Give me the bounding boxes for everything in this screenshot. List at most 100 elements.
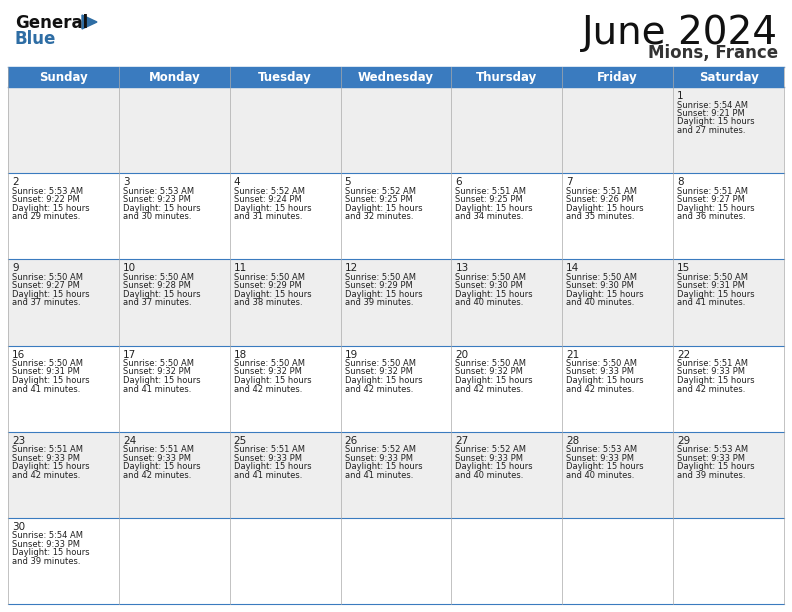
Text: Sunrise: 5:53 AM: Sunrise: 5:53 AM [12, 187, 83, 196]
Text: Sunrise: 5:50 AM: Sunrise: 5:50 AM [345, 359, 416, 368]
Text: Sunrise: 5:54 AM: Sunrise: 5:54 AM [677, 100, 748, 110]
Text: 27: 27 [455, 436, 469, 446]
Text: 14: 14 [566, 263, 580, 274]
Text: Sunset: 9:31 PM: Sunset: 9:31 PM [12, 367, 80, 376]
Text: Sunset: 9:33 PM: Sunset: 9:33 PM [455, 453, 524, 463]
Text: Daylight: 15 hours: Daylight: 15 hours [12, 290, 89, 299]
Text: Sunrise: 5:51 AM: Sunrise: 5:51 AM [123, 445, 194, 454]
Text: Sunset: 9:31 PM: Sunset: 9:31 PM [677, 282, 745, 290]
Text: Sunrise: 5:54 AM: Sunrise: 5:54 AM [12, 531, 83, 540]
Text: and 32 minutes.: and 32 minutes. [345, 212, 413, 221]
Text: and 37 minutes.: and 37 minutes. [12, 298, 81, 307]
Text: 4: 4 [234, 177, 240, 187]
Text: 23: 23 [12, 436, 25, 446]
Text: Sunrise: 5:50 AM: Sunrise: 5:50 AM [123, 359, 194, 368]
Bar [8, 173, 784, 259]
Text: Sunrise: 5:50 AM: Sunrise: 5:50 AM [345, 273, 416, 282]
Text: Sunset: 9:33 PM: Sunset: 9:33 PM [677, 367, 745, 376]
Text: Sunset: 9:33 PM: Sunset: 9:33 PM [345, 453, 413, 463]
Text: Daylight: 15 hours: Daylight: 15 hours [123, 462, 200, 471]
Text: Mions, France: Mions, France [648, 44, 778, 62]
Text: 5: 5 [345, 177, 351, 187]
Text: Daylight: 15 hours: Daylight: 15 hours [455, 204, 533, 212]
Text: Blue: Blue [15, 30, 56, 48]
Bar [8, 431, 784, 518]
Text: Sunrise: 5:50 AM: Sunrise: 5:50 AM [455, 359, 527, 368]
Text: Sunset: 9:30 PM: Sunset: 9:30 PM [566, 282, 634, 290]
Text: 19: 19 [345, 349, 358, 359]
Text: 22: 22 [677, 349, 691, 359]
Text: Sunset: 9:32 PM: Sunset: 9:32 PM [455, 367, 524, 376]
Text: Sunrise: 5:52 AM: Sunrise: 5:52 AM [455, 445, 527, 454]
Text: Daylight: 15 hours: Daylight: 15 hours [566, 290, 644, 299]
Text: Sunset: 9:33 PM: Sunset: 9:33 PM [566, 367, 634, 376]
Text: Sunrise: 5:50 AM: Sunrise: 5:50 AM [234, 359, 305, 368]
Text: Daylight: 15 hours: Daylight: 15 hours [566, 462, 644, 471]
Text: Sunrise: 5:52 AM: Sunrise: 5:52 AM [234, 187, 305, 196]
Text: 24: 24 [123, 436, 136, 446]
Text: Sunset: 9:33 PM: Sunset: 9:33 PM [566, 453, 634, 463]
Text: Sunset: 9:33 PM: Sunset: 9:33 PM [677, 453, 745, 463]
Text: Sunset: 9:27 PM: Sunset: 9:27 PM [12, 282, 80, 290]
Text: and 27 minutes.: and 27 minutes. [677, 126, 745, 135]
Text: Sunrise: 5:50 AM: Sunrise: 5:50 AM [12, 359, 83, 368]
Text: Sunset: 9:23 PM: Sunset: 9:23 PM [123, 195, 191, 204]
Text: 7: 7 [566, 177, 573, 187]
Text: and 37 minutes.: and 37 minutes. [123, 298, 192, 307]
Text: and 29 minutes.: and 29 minutes. [12, 212, 80, 221]
Text: Sunset: 9:24 PM: Sunset: 9:24 PM [234, 195, 302, 204]
Text: Sunrise: 5:53 AM: Sunrise: 5:53 AM [566, 445, 638, 454]
Text: and 35 minutes.: and 35 minutes. [566, 212, 634, 221]
Text: Sunset: 9:30 PM: Sunset: 9:30 PM [455, 282, 524, 290]
Text: 2: 2 [12, 177, 19, 187]
Text: General: General [15, 14, 88, 32]
Text: Friday: Friday [597, 70, 638, 83]
Text: Sunset: 9:25 PM: Sunset: 9:25 PM [455, 195, 524, 204]
Text: 21: 21 [566, 349, 580, 359]
Text: Sunset: 9:26 PM: Sunset: 9:26 PM [566, 195, 634, 204]
Text: Sunrise: 5:51 AM: Sunrise: 5:51 AM [566, 187, 638, 196]
Text: Daylight: 15 hours: Daylight: 15 hours [345, 204, 422, 212]
Text: 18: 18 [234, 349, 247, 359]
Text: Daylight: 15 hours: Daylight: 15 hours [677, 204, 755, 212]
Text: Daylight: 15 hours: Daylight: 15 hours [12, 376, 89, 385]
Text: and 42 minutes.: and 42 minutes. [677, 384, 745, 394]
Text: 10: 10 [123, 263, 136, 274]
Text: and 41 minutes.: and 41 minutes. [123, 384, 191, 394]
Text: Sunrise: 5:53 AM: Sunrise: 5:53 AM [677, 445, 748, 454]
Text: Daylight: 15 hours: Daylight: 15 hours [123, 290, 200, 299]
Text: Daylight: 15 hours: Daylight: 15 hours [677, 290, 755, 299]
Text: Daylight: 15 hours: Daylight: 15 hours [12, 204, 89, 212]
Text: Sunrise: 5:51 AM: Sunrise: 5:51 AM [12, 445, 83, 454]
Text: Sunrise: 5:51 AM: Sunrise: 5:51 AM [677, 187, 748, 196]
Text: 20: 20 [455, 349, 469, 359]
Text: and 39 minutes.: and 39 minutes. [345, 298, 413, 307]
Text: Tuesday: Tuesday [258, 70, 312, 83]
Text: and 42 minutes.: and 42 minutes. [12, 471, 80, 480]
Text: Daylight: 15 hours: Daylight: 15 hours [677, 118, 755, 127]
Text: 26: 26 [345, 436, 358, 446]
Text: Sunset: 9:33 PM: Sunset: 9:33 PM [12, 453, 80, 463]
Text: Sunrise: 5:50 AM: Sunrise: 5:50 AM [455, 273, 527, 282]
Text: 6: 6 [455, 177, 462, 187]
Text: Daylight: 15 hours: Daylight: 15 hours [123, 376, 200, 385]
Text: 9: 9 [12, 263, 19, 274]
Text: 12: 12 [345, 263, 358, 274]
Text: 17: 17 [123, 349, 136, 359]
Text: 28: 28 [566, 436, 580, 446]
Text: Sunrise: 5:50 AM: Sunrise: 5:50 AM [566, 359, 638, 368]
Text: Sunrise: 5:50 AM: Sunrise: 5:50 AM [12, 273, 83, 282]
Text: Sunset: 9:28 PM: Sunset: 9:28 PM [123, 282, 191, 290]
Text: Sunrise: 5:50 AM: Sunrise: 5:50 AM [123, 273, 194, 282]
Text: and 41 minutes.: and 41 minutes. [345, 471, 413, 480]
Text: Sunrise: 5:50 AM: Sunrise: 5:50 AM [566, 273, 638, 282]
Text: Daylight: 15 hours: Daylight: 15 hours [455, 462, 533, 471]
Text: Daylight: 15 hours: Daylight: 15 hours [234, 462, 311, 471]
Text: Sunrise: 5:52 AM: Sunrise: 5:52 AM [345, 187, 416, 196]
Text: and 39 minutes.: and 39 minutes. [12, 557, 81, 566]
Text: 29: 29 [677, 436, 691, 446]
Text: Daylight: 15 hours: Daylight: 15 hours [345, 376, 422, 385]
Text: and 42 minutes.: and 42 minutes. [345, 384, 413, 394]
Bar [8, 87, 784, 173]
Text: Sunset: 9:25 PM: Sunset: 9:25 PM [345, 195, 413, 204]
